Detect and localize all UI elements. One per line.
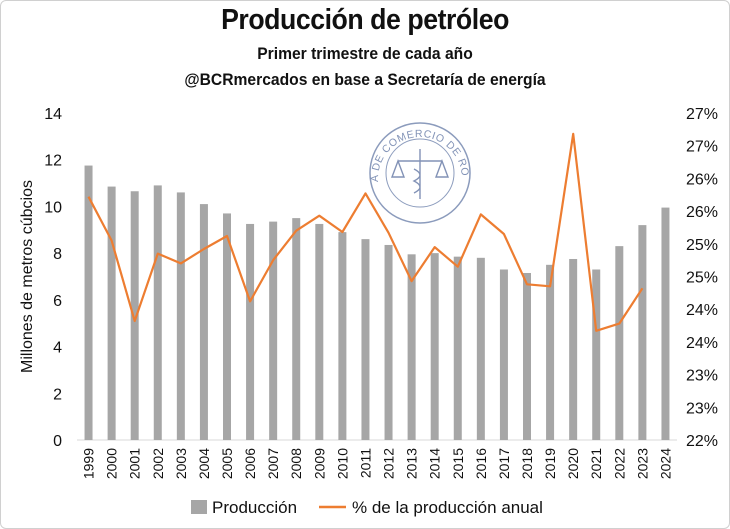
bar-produccion-2003 (176, 192, 185, 440)
x-tick-label: 2013 (404, 448, 420, 479)
y-right-tick-label: 25% (686, 270, 718, 287)
bar-produccion-2024 (661, 207, 670, 440)
x-tick-label: 2000 (104, 448, 120, 479)
bar-produccion-2017 (499, 269, 508, 440)
bar-produccion-1999 (84, 165, 93, 440)
x-tick-label: 2017 (496, 448, 512, 479)
y-right-tick-label: 24% (686, 335, 718, 352)
bar-produccion-2002 (153, 185, 162, 440)
y-right-tick-label: 24% (686, 302, 718, 319)
chart-subtitle-1: Primer trimestre de cada año (257, 44, 473, 63)
bar-produccion-2000 (107, 186, 116, 440)
legend-swatch-produccion (191, 500, 207, 514)
bar-produccion-2013 (407, 254, 416, 440)
x-tick-label: 2020 (565, 448, 581, 479)
x-tick-label: 1999 (81, 448, 97, 479)
x-tick-label: 2001 (127, 448, 143, 479)
y-left-tick-label: 14 (44, 106, 62, 123)
x-tick-label: 2009 (311, 448, 327, 479)
x-tick-label: 2014 (427, 448, 443, 479)
legend-label-produccion: Producción (212, 498, 297, 517)
y-right-tick-label: 23% (686, 400, 718, 417)
bar-produccion-2008 (292, 218, 301, 440)
x-tick-label: 2016 (473, 448, 489, 479)
x-tick-label: 2022 (611, 448, 627, 479)
x-tick-label: 2015 (450, 448, 466, 479)
y-right-tick-label: 23% (686, 368, 718, 385)
bar-produccion-2012 (384, 244, 393, 440)
x-tick-label: 2011 (357, 448, 373, 478)
y-left-tick-label: 4 (53, 340, 62, 357)
x-tick-label: 2008 (288, 448, 304, 479)
x-tick-label: 2006 (242, 448, 258, 479)
y-right-tick-label: 25% (686, 237, 718, 254)
bar-produccion-2021 (592, 269, 601, 440)
x-tick-label: 2019 (542, 448, 558, 479)
y-right-tick-label: 27% (686, 139, 718, 156)
x-tick-label: 2003 (173, 448, 189, 479)
bar-produccion-2023 (638, 225, 647, 440)
bar-produccion-2019 (546, 264, 555, 440)
bar-produccion-2005 (223, 213, 231, 440)
chart-title: Producción de petróleo (221, 4, 509, 36)
y-left-tick-label: 10 (44, 199, 62, 216)
y-right-tick-label: 26% (686, 171, 718, 188)
bar-produccion-2004 (199, 204, 208, 440)
y-left-tick-label: 6 (53, 293, 62, 310)
y-right-tick-label: 26% (686, 204, 718, 221)
bar-produccion-2014 (430, 253, 439, 440)
bar-produccion-2007 (269, 221, 278, 440)
x-tick-label: 2023 (634, 448, 650, 479)
bar-produccion-2015 (453, 256, 462, 440)
chart-subtitle-2: @BCRmercados en base a Secretaría de ene… (184, 70, 546, 89)
x-tick-label: 2007 (265, 448, 281, 479)
x-tick-label: 2021 (588, 448, 604, 479)
x-tick-label: 2024 (657, 448, 673, 479)
y-left-tick-label: 8 (53, 246, 62, 263)
bar-produccion-2011 (361, 239, 370, 440)
caduceus-scales-icon (390, 149, 450, 199)
bar-produccion-2010 (338, 232, 347, 440)
bar-produccion-2016 (476, 257, 485, 440)
x-tick-label: 2004 (196, 448, 212, 479)
x-tick-label: 2012 (381, 448, 397, 479)
bar-produccion-2009 (315, 223, 324, 440)
x-tick-label: 2002 (150, 448, 166, 479)
bar-produccion-2020 (569, 258, 578, 440)
y-right-tick-label: 27% (686, 106, 718, 123)
y-left-tick-label: 12 (44, 153, 62, 170)
legend-label-porcentaje: % de la producción anual (352, 498, 543, 517)
x-tick-label: 2010 (334, 448, 350, 479)
x-tick-label: 2005 (219, 448, 235, 479)
x-tick-label: 2018 (519, 448, 535, 479)
logo-inner-ring (385, 138, 455, 208)
bar-produccion-2018 (523, 272, 531, 440)
y-right-tick-label: 22% (686, 433, 718, 450)
y-left-tick-label: 0 (53, 433, 62, 450)
bar-produccion-2022 (615, 246, 624, 440)
bar-produccion-2006 (246, 223, 255, 440)
y-axis-title: Millones de metros cúbcios (19, 180, 36, 373)
y-left-tick-label: 2 (53, 386, 62, 403)
bar-produccion-2001 (130, 191, 139, 440)
